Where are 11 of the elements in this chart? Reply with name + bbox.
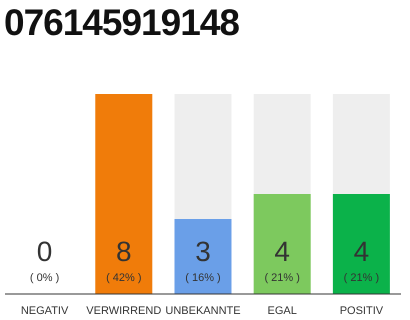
x-tick-label: UNBEKANNTE (165, 305, 241, 317)
x-tick-label: NEGATIV (20, 305, 69, 317)
data-label: 4 ( 21% ) (344, 236, 380, 284)
data-label: 8 ( 42% ) (106, 236, 142, 284)
data-label: 0 ( 0% ) (30, 236, 60, 284)
chart-title: 076145919148 (4, 1, 239, 45)
x-tick-label: POSITIV (340, 305, 384, 317)
data-label: 4 ( 21% ) (264, 236, 300, 284)
x-tick-label: VERWIRREND (86, 305, 162, 317)
x-tick-label: EGAL (268, 305, 297, 317)
data-label: 3 ( 16% ) (185, 236, 221, 284)
